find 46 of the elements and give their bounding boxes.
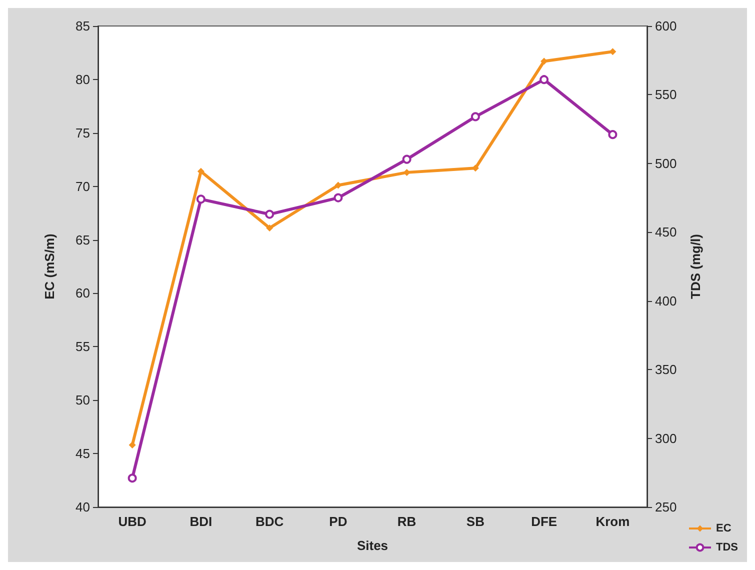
point <box>128 442 136 449</box>
y-tick-label: 50 <box>76 392 90 408</box>
point <box>403 168 410 176</box>
legend-label: TDS <box>716 542 738 554</box>
point <box>266 224 274 232</box>
y2-tick-label: 350 <box>655 362 677 378</box>
y-tick-label: 55 <box>76 339 90 354</box>
y2-tick-label: 550 <box>655 87 677 102</box>
point <box>540 75 549 84</box>
y2-tick-label: 450 <box>655 224 677 240</box>
y-tick-label: 85 <box>76 18 90 34</box>
point <box>197 168 204 175</box>
point <box>540 58 548 65</box>
x-tick-label: PD <box>329 514 348 529</box>
x-tick-label: RB <box>397 514 416 529</box>
y2-tick-label: 600 <box>655 18 677 34</box>
point <box>265 210 274 219</box>
x-tick-label: BDI <box>190 514 212 529</box>
point <box>608 130 618 140</box>
y-tick-label: 80 <box>76 72 90 87</box>
point <box>609 48 616 56</box>
y2-axis-title: TDS (mg/l) <box>688 234 703 299</box>
y-tick-label: 60 <box>76 286 90 301</box>
y-tick-label: 45 <box>76 446 90 462</box>
y-tick-label: 75 <box>76 125 90 140</box>
point <box>402 154 412 164</box>
y-axis-title: EC (mS/m) <box>42 234 57 300</box>
point <box>128 474 137 483</box>
legend-label: EC <box>716 522 732 534</box>
point <box>470 112 480 122</box>
x-axis-title: Sites <box>356 538 388 553</box>
y2-tick-label: 500 <box>655 156 677 171</box>
x-tick-label: Krom <box>596 514 630 529</box>
point <box>334 193 343 202</box>
y2-tick-label: 400 <box>655 293 677 308</box>
y-tick-label: 70 <box>76 178 90 194</box>
x-tick-label: DFE <box>531 514 558 529</box>
y-tick-label: 40 <box>76 500 90 514</box>
point <box>334 182 342 189</box>
y2-tick-label: 250 <box>655 500 677 514</box>
x-tick-label: UBD <box>118 514 146 529</box>
x-tick-label: BDC <box>255 514 284 529</box>
x-tick-label: SB <box>466 514 484 529</box>
y2-tick-label: 300 <box>655 430 677 446</box>
y-tick-label: 65 <box>76 232 90 248</box>
point <box>196 194 206 204</box>
